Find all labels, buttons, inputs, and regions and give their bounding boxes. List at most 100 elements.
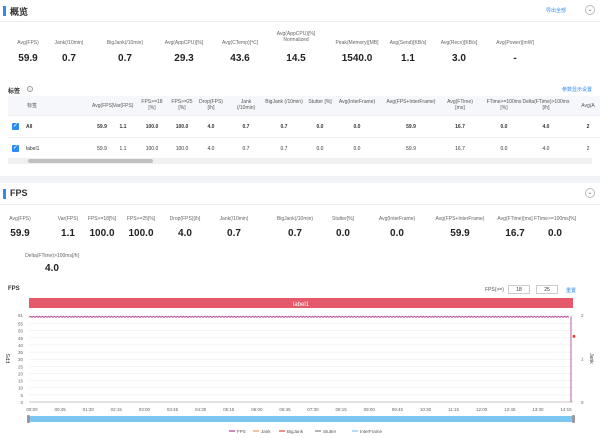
scrollbar-thumb[interactable] <box>28 159 153 163</box>
table-cell: 59.9 <box>406 146 416 152</box>
metric-label: Jank(/10min) <box>54 40 84 46</box>
column-header: Avg(A <box>581 103 595 109</box>
y-tick-label: 55 <box>18 322 24 327</box>
chevron-down-icon[interactable]: ⌄ <box>585 188 595 198</box>
y-tick-label: 35 <box>18 350 24 355</box>
y-axis-label: FPS <box>6 353 12 363</box>
x-tick-label: 06:45 <box>279 407 291 412</box>
threshold-input-2[interactable]: 25 <box>536 285 558 294</box>
legend-item: Jank <box>261 429 271 434</box>
chevron-down-icon[interactable]: ⌄ <box>585 5 595 15</box>
x-tick-label: 00:45 <box>54 407 66 412</box>
y-tick-label: 61 <box>18 313 24 318</box>
title-accent <box>3 189 6 199</box>
overview-header: 概览 导出全部 ⌄ <box>0 0 600 22</box>
row-label: All <box>26 124 33 130</box>
metric-label: Drop(FPS)[/h] <box>169 216 201 222</box>
reset-button[interactable]: 重置 <box>566 288 577 294</box>
metric-value: 16.7 <box>505 228 525 239</box>
table-cell: 0.0 <box>353 124 361 130</box>
table-row[interactable]: ✓ All 59.9 1.1 100.0 100.0 4.0 0.7 0.7 0.0 0.0 59.9… <box>8 116 600 138</box>
metric-value: 0.7 <box>227 228 241 239</box>
metric-value: 43.6 <box>230 53 250 64</box>
y2-tick-label: 0 <box>581 400 584 405</box>
table-cell: 0.7 <box>280 124 288 130</box>
table-scrollbar[interactable] <box>8 158 592 164</box>
threshold-input-1[interactable]: 18 <box>508 285 530 294</box>
overview-panel: 概览 导出全部 ⌄ Avg(FPS) 59.9 Jank(/10min) 0.7 Big… <box>0 0 600 88</box>
row-checkbox[interactable]: ✓ <box>12 123 19 130</box>
y-tick-label: 5 <box>20 393 23 398</box>
table-cell: 100.0 <box>145 146 159 152</box>
table-cell: 1.1 <box>119 124 127 130</box>
table-cell: 4.0 <box>542 146 550 152</box>
x-tick-label: 00:00 <box>26 407 38 412</box>
export-all-button[interactable]: 导出全部 <box>545 8 566 14</box>
metric-value: 0.7 <box>288 228 302 239</box>
table-cell: 0.0 <box>500 124 508 130</box>
column-header: BigJank (/10min) <box>265 99 303 105</box>
x-tick-label: 09:00 <box>364 407 376 412</box>
x-tick-label: 08:15 <box>336 407 348 412</box>
metric-value: 4.0 <box>45 263 59 274</box>
y-tick-label: 40 <box>18 343 24 348</box>
metric-value: 0.7 <box>118 53 132 64</box>
column-header: FPS>=25 [%] <box>171 99 193 111</box>
metric-value: - <box>513 53 517 64</box>
table-row[interactable]: ✓ label1 59.9 1.1 100.0 100.0 4.0 0.7 0.7 0.0 0.0 5… <box>8 138 600 158</box>
metric-label: Avg(AppCPU)[%] <box>164 40 204 46</box>
fps-header: FPS ⌄ <box>0 183 600 205</box>
table-cell: 0.0 <box>316 124 324 130</box>
y-tick-label: 50 <box>18 329 24 334</box>
metric-value: 1.1 <box>401 53 415 64</box>
fps-title: FPS <box>10 188 28 198</box>
metric-value: 4.0 <box>178 228 192 239</box>
chart-title: FPS <box>8 286 20 292</box>
metric-label: Delta(FTime)>100ms[/h] <box>25 253 79 259</box>
metric-label: FPS>=18[%] <box>87 216 117 222</box>
metric-value: 0.0 <box>336 228 350 239</box>
legend-item: Stutter <box>323 429 337 434</box>
metric-label: FTime>=100ms[%] <box>533 216 577 222</box>
metric-label: Avg(FPS) <box>9 216 31 222</box>
y2-axis-label: Jank <box>588 353 594 364</box>
column-header: Drop(FPS) [/h] <box>199 99 223 111</box>
range-handle-right <box>572 415 575 423</box>
metric-value: 29.3 <box>174 53 194 64</box>
column-header: Avg(FPS) <box>92 103 114 109</box>
label-band <box>29 298 573 308</box>
column-header: FPS>=18 [%] <box>141 99 163 111</box>
x-tick-label: 03:00 <box>139 407 151 412</box>
fps-chart: label1615550454035302520151050FPS210Jank… <box>6 298 594 434</box>
metric-value: 59.9 <box>18 53 38 64</box>
x-tick-label: 12:00 <box>476 407 488 412</box>
x-tick-label: 02:15 <box>111 407 123 412</box>
y-tick-label: 15 <box>18 379 24 384</box>
x-tick-label: 03:45 <box>167 407 179 412</box>
fps-series-line <box>28 315 570 318</box>
table-cell: 1.1 <box>119 146 127 152</box>
metric-value: 59.9 <box>10 228 30 239</box>
metric-label: Avg(CTemp)[℃] <box>221 40 259 46</box>
row-checkbox[interactable]: ✓ <box>12 145 19 152</box>
x-tick-label: 07:30 <box>307 407 319 412</box>
metric-label: Avg(Recv)[KB/s] <box>440 40 478 46</box>
legend-item: InterFrame <box>360 429 383 434</box>
threshold-label: FPS(>=) <box>485 287 504 293</box>
table-cell: 59.9 <box>406 124 416 130</box>
metric-value: 0.0 <box>390 228 404 239</box>
x-tick-label: 10:30 <box>420 407 432 412</box>
table-cell: 59.9 <box>97 146 107 152</box>
table-cell: 4.0 <box>207 124 215 130</box>
help-icon[interactable]: ? <box>27 86 33 92</box>
column-header: Var(FPS) <box>113 103 134 109</box>
metric-label: Peak(Memory)[MB] <box>335 40 379 46</box>
metric-value: 14.5 <box>286 53 306 64</box>
metric-value: 100.0 <box>128 228 154 239</box>
y-tick-label: 30 <box>18 357 24 362</box>
column-header: Delta(FTime)>100ms [/h] <box>522 99 570 111</box>
display-settings-link[interactable]: 参数显示设置 <box>561 87 592 93</box>
table-cell: 4.0 <box>207 146 215 152</box>
table-cell: 0.7 <box>242 124 250 130</box>
fps-panel: FPS ⌄ Avg(FPS) 59.9 Var(FPS) 1.1 FPS>=18[%] 1… <box>0 183 600 438</box>
